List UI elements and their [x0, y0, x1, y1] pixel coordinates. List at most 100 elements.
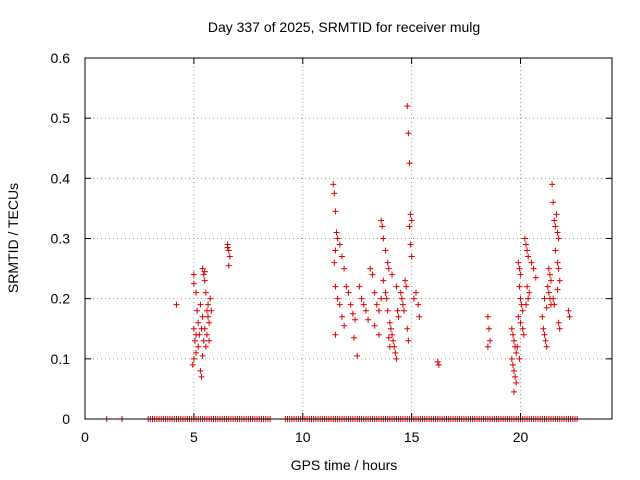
- data-point: [378, 295, 385, 302]
- y-tick-label: 0.2: [51, 291, 71, 307]
- data-point: [393, 283, 400, 290]
- data-point: [434, 358, 441, 365]
- data-point: [408, 217, 415, 224]
- y-tick-label: 0.5: [51, 110, 71, 126]
- data-point: [193, 331, 200, 338]
- data-point: [358, 295, 365, 302]
- y-tick-label: 0.3: [51, 231, 71, 247]
- data-point: [487, 337, 494, 344]
- data-point: [200, 271, 207, 278]
- data-point: [397, 289, 404, 296]
- data-point: [384, 259, 391, 266]
- data-point: [195, 343, 202, 350]
- data-point: [516, 283, 523, 290]
- data-point: [406, 223, 413, 230]
- data-point: [555, 235, 562, 242]
- data-point: [525, 295, 532, 302]
- grid-lines: [85, 58, 612, 419]
- y-tick-label: 0: [62, 411, 70, 427]
- data-point: [513, 379, 520, 386]
- x-axis-title: GPS time / hours: [291, 457, 398, 473]
- data-point: [413, 289, 420, 296]
- data-point: [354, 352, 361, 359]
- data-point: [521, 235, 528, 242]
- data-point: [343, 283, 350, 290]
- data-point: [408, 253, 415, 260]
- data-point: [410, 295, 417, 302]
- data-point: [545, 289, 552, 296]
- data-point: [201, 268, 208, 275]
- data-point: [365, 316, 372, 323]
- data-point: [379, 223, 386, 230]
- data-point: [516, 355, 523, 362]
- data-point: [389, 331, 396, 338]
- data-point: [508, 355, 515, 362]
- data-point: [435, 361, 442, 368]
- data-point: [205, 301, 212, 308]
- data-point: [197, 301, 204, 308]
- data-point: [556, 277, 563, 284]
- data-point: [352, 316, 359, 323]
- data-point: [385, 265, 392, 272]
- data-point: [385, 334, 392, 341]
- data-point: [401, 307, 408, 314]
- data-point: [407, 211, 414, 218]
- data-point: [532, 274, 539, 281]
- x-tick-label: 15: [404, 429, 420, 445]
- data-point: [407, 241, 414, 248]
- y-axis-title: SRMTID / TECUs: [5, 183, 21, 293]
- x-tick-label: 10: [295, 429, 311, 445]
- data-point: [394, 307, 401, 314]
- y-tick-labels: 0 0.1 0.2 0.3 0.4 0.5 0.6: [51, 50, 71, 427]
- data-point: [555, 265, 562, 272]
- data-point: [519, 307, 526, 314]
- y-tick-label: 0.6: [51, 50, 71, 66]
- data-point: [522, 241, 529, 248]
- data-point: [403, 283, 410, 290]
- data-point: [543, 304, 550, 311]
- data-point: [362, 307, 369, 314]
- data-point: [378, 217, 385, 224]
- data-point: [360, 301, 367, 308]
- data-point: [517, 271, 524, 278]
- data-point: [484, 343, 491, 350]
- data-point: [513, 349, 520, 356]
- data-point: [549, 181, 556, 188]
- data-point: [511, 388, 518, 395]
- data-points: [103, 103, 581, 422]
- data-point: [520, 331, 527, 338]
- data-point: [516, 265, 523, 272]
- plot-frame: [84, 57, 613, 420]
- data-point: [528, 259, 535, 266]
- data-point: [406, 160, 413, 167]
- data-point: [511, 367, 518, 374]
- data-point: [548, 277, 555, 284]
- data-point: [543, 343, 550, 350]
- data-point: [544, 283, 551, 290]
- data-point: [373, 301, 380, 308]
- data-point: [199, 265, 206, 272]
- data-point: [399, 301, 406, 308]
- y-tick-label: 0.4: [51, 170, 71, 186]
- data-point: [190, 280, 197, 287]
- data-point: [195, 319, 202, 326]
- x-tick-labels: 0 5 10 15 20: [81, 429, 528, 445]
- data-point: [542, 337, 549, 344]
- data-point: [389, 271, 396, 278]
- data-point: [515, 313, 522, 320]
- data-point: [565, 307, 572, 314]
- data-point: [375, 307, 382, 314]
- data-point: [405, 130, 412, 137]
- data-point: [341, 322, 348, 329]
- data-point: [517, 319, 524, 326]
- data-point: [546, 271, 553, 278]
- data-point: [191, 337, 198, 344]
- data-point: [345, 289, 352, 296]
- data-point: [553, 211, 560, 218]
- data-point: [190, 271, 197, 278]
- data-point: [190, 325, 197, 332]
- data-point: [206, 337, 213, 344]
- data-point: [194, 307, 201, 314]
- y-tick-label: 0.1: [51, 351, 71, 367]
